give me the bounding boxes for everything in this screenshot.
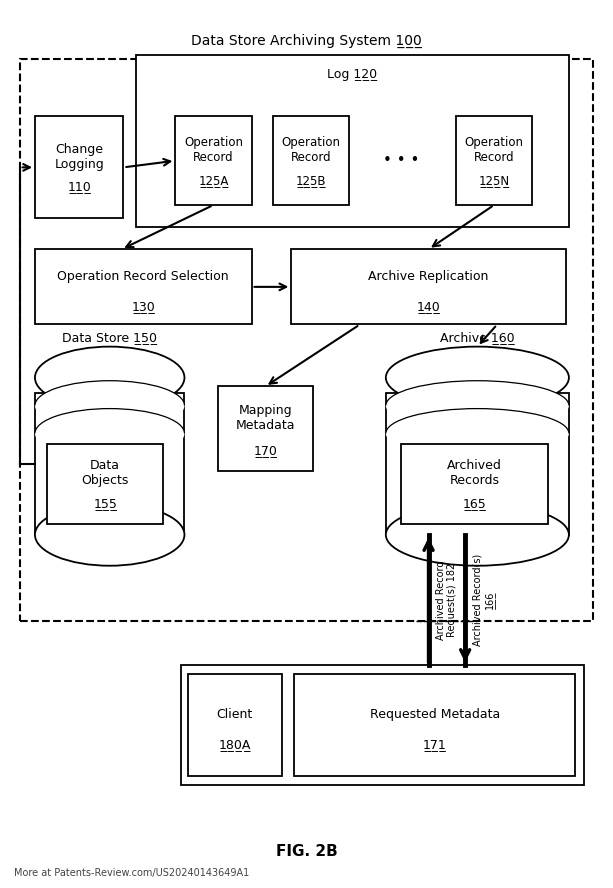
Ellipse shape [386, 346, 569, 408]
Bar [35, 393, 185, 535]
Text: Requested Metadata: Requested Metadata [370, 708, 500, 721]
Text: Mapping
Metadata: Mapping Metadata [235, 404, 295, 432]
Ellipse shape [35, 503, 185, 566]
Bar [35, 116, 123, 218]
Text: Operation
Record: Operation Record [465, 136, 524, 164]
Text: 1̲5̲5̲: 1̲5̲5̲ [93, 496, 117, 510]
Bar [218, 386, 313, 471]
Text: Archived Record
Request(s) 182: Archived Record Request(s) 182 [436, 560, 457, 639]
Bar [386, 393, 569, 535]
Bar [135, 54, 569, 227]
Text: More at Patents-Review.com/US20240143649A1: More at Patents-Review.com/US20240143649… [13, 868, 249, 878]
Bar [273, 116, 349, 205]
Ellipse shape [35, 408, 185, 458]
Text: • • •: • • • [383, 154, 419, 168]
Text: Data
Objects: Data Objects [82, 459, 129, 488]
Text: Archived Record(s)
1̲6̲6̲: Archived Record(s) 1̲6̲6̲ [473, 554, 495, 646]
Text: Operation
Record: Operation Record [184, 136, 243, 164]
Text: 1̲7̲0̲: 1̲7̲0̲ [253, 444, 277, 457]
Text: Archive 1̲6̲0̲: Archive 1̲6̲0̲ [440, 331, 515, 345]
Bar [175, 116, 251, 205]
Bar [20, 59, 593, 621]
Bar [35, 250, 251, 324]
Bar [401, 444, 547, 524]
Text: Change
Logging: Change Logging [55, 143, 104, 170]
Text: 1̲6̲5̲: 1̲6̲5̲ [462, 496, 486, 510]
Text: Operation Record Selection: Operation Record Selection [58, 270, 229, 282]
Text: Data Store 1̲5̲0̲: Data Store 1̲5̲0̲ [62, 331, 157, 345]
Text: Log 1̲2̲0̲: Log 1̲2̲0̲ [327, 67, 378, 81]
Text: 1̲2̲5̲A̲: 1̲2̲5̲A̲ [198, 174, 229, 186]
Text: Client: Client [216, 708, 253, 721]
Ellipse shape [35, 381, 185, 431]
Text: 1̲7̲1̲: 1̲7̲1̲ [423, 738, 446, 751]
Text: 1̲3̲0̲: 1̲3̲0̲ [131, 300, 155, 313]
Text: 1̲1̲0̲: 1̲1̲0̲ [67, 180, 91, 194]
Text: 1̲8̲0̲A̲: 1̲8̲0̲A̲ [219, 738, 251, 751]
Text: Operation
Record: Operation Record [281, 136, 341, 164]
Text: Archived
Records: Archived Records [447, 459, 502, 488]
Bar [188, 674, 282, 776]
Ellipse shape [386, 503, 569, 566]
Bar [291, 250, 566, 324]
Text: FIG. 2B: FIG. 2B [276, 844, 337, 859]
Ellipse shape [386, 408, 569, 458]
Text: 1̲2̲5̲B̲: 1̲2̲5̲B̲ [296, 174, 326, 186]
Text: 1̲2̲5̲N̲: 1̲2̲5̲N̲ [479, 174, 509, 186]
Bar [47, 444, 163, 524]
Bar [456, 116, 532, 205]
Text: Data Store Archiving System 1̲0̲0̲: Data Store Archiving System 1̲0̲0̲ [191, 34, 422, 48]
Ellipse shape [386, 381, 569, 431]
Bar [294, 674, 575, 776]
Bar [181, 665, 584, 785]
Text: Archive Replication: Archive Replication [368, 270, 489, 282]
Text: 1̲4̲0̲: 1̲4̲0̲ [417, 300, 440, 313]
Ellipse shape [35, 346, 185, 408]
